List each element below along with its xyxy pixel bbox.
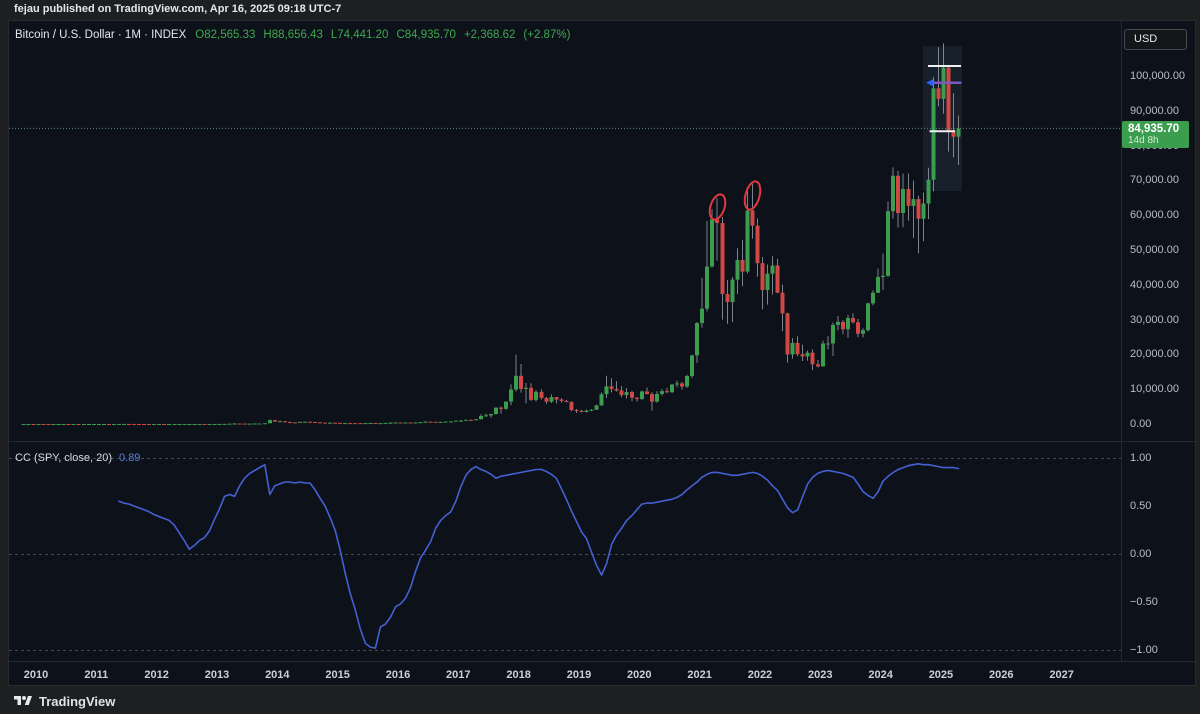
- price-tick-label: 90,000.00: [1130, 104, 1179, 117]
- price-tick-label: 50,000.00: [1130, 244, 1179, 256]
- indicator-title[interactable]: CC (SPY, close, 20): [15, 452, 113, 464]
- ohlc-low: L74,441.20: [330, 29, 389, 41]
- year-label: 2026: [989, 669, 1014, 681]
- year-label: 2013: [204, 669, 230, 681]
- year-label: 2020: [627, 669, 652, 681]
- year-label: 2014: [265, 669, 290, 681]
- indicator-legend: CC (SPY, close, 20) 0.89: [15, 452, 140, 464]
- year-label: 2017: [446, 669, 471, 681]
- price-tick-label: 0.00: [1130, 418, 1152, 430]
- cc-tick-label: 0.50: [1130, 500, 1152, 512]
- footer-bar: TradingView: [0, 688, 1200, 714]
- year-label: 2015: [325, 669, 350, 681]
- drawn-arrow-marker[interactable]: [926, 79, 933, 87]
- price-tick-label: 10,000.00: [1130, 383, 1179, 396]
- price-tick-label: 40,000.00: [1130, 278, 1179, 291]
- price-tick-label: 60,000.00: [1130, 209, 1179, 222]
- time-scale[interactable]: 2010 2011 2012 2013 2014 2015 2016 2017 2018 2019…: [9, 662, 1121, 686]
- cc-tick-label: 0.00: [1130, 548, 1152, 560]
- cc-tick-label: −1.00: [1130, 644, 1158, 656]
- price-tick-label: 20,000.00: [1130, 348, 1179, 361]
- price-tick-label: 100,000.00: [1130, 70, 1186, 82]
- publish-bar: fejau published on TradingView.com, Apr …: [0, 0, 1200, 20]
- year-label: 2019: [566, 669, 592, 681]
- ohlc-open: O82,565.33: [195, 29, 256, 41]
- symbol-legend: Bitcoin / U.S. Dollar · 1M · INDEX O82,56…: [15, 29, 578, 41]
- last-price-value: 84,935.70: [1128, 123, 1180, 135]
- chart-frame: Bitcoin / U.S. Dollar · 1M · INDEX O82,56…: [8, 20, 1196, 686]
- tradingview-brand-link[interactable]: TradingView: [14, 694, 115, 709]
- ohlc-high: H88,656.43: [263, 29, 323, 41]
- published-line: fejau published on TradingView.com, Apr …: [14, 3, 342, 15]
- year-label: 2022: [747, 669, 773, 681]
- ohlc-close: C84,935.70: [396, 29, 456, 41]
- year-label: 2027: [1049, 669, 1074, 681]
- year-label: 2021: [687, 669, 712, 681]
- bar-countdown: 14d 8h: [1128, 135, 1159, 146]
- price-change: +2,368.62: [463, 29, 516, 41]
- symbol-title[interactable]: Bitcoin / U.S. Dollar · 1M · INDEX: [15, 29, 187, 41]
- year-label: 2010: [23, 669, 49, 681]
- price-tick-label: 70,000.00: [1130, 174, 1179, 187]
- year-label: 2016: [385, 669, 411, 681]
- price-tick-label: 30,000.00: [1130, 313, 1179, 326]
- correlation-line[interactable]: [118, 462, 960, 649]
- year-label: 2025: [928, 669, 954, 681]
- year-label: 2012: [144, 669, 169, 681]
- currency-button[interactable]: USD: [1124, 29, 1187, 50]
- price-scale[interactable]: USD 84,935.70 14d 8h 100,000.00 90,000.00…: [1121, 21, 1196, 685]
- year-label: 2024: [868, 669, 893, 681]
- cc-tick-label: −0.50: [1130, 596, 1158, 608]
- tradingview-logo-icon: [14, 694, 32, 708]
- last-price-badge: 84,935.70 14d 8h: [1122, 121, 1189, 148]
- drawn-ellipse-annotation[interactable]: [742, 180, 763, 212]
- year-label: 2023: [808, 669, 833, 681]
- price-change-percent: (+2.87%): [523, 29, 571, 41]
- chart-canvas[interactable]: [9, 21, 1195, 685]
- candles-group[interactable]: [21, 43, 961, 425]
- year-label: 2018: [506, 669, 531, 681]
- tradingview-brand-text: TradingView: [39, 693, 116, 709]
- year-label: 2011: [84, 669, 109, 681]
- cc-tick-label: 1.00: [1130, 452, 1152, 464]
- drawn-ellipse-annotation[interactable]: [707, 192, 728, 221]
- indicator-value: 0.89: [119, 452, 141, 464]
